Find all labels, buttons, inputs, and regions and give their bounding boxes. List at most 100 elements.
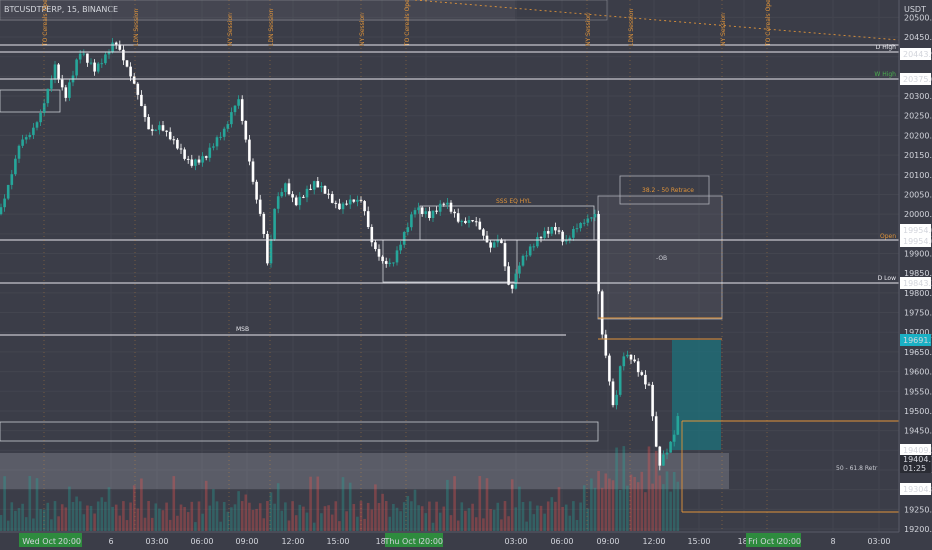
candle-body: [507, 266, 510, 285]
range-box: [382, 239, 518, 283]
candle-body: [348, 199, 352, 205]
volume-bar: [579, 502, 582, 531]
d-high-label: D High: [876, 44, 897, 51]
candle-body: [629, 354, 633, 360]
volume-bar: [460, 502, 464, 531]
candle-body: [546, 231, 550, 234]
volume-bar: [240, 501, 244, 531]
candle-body: [287, 183, 291, 195]
volume-bar: [327, 505, 330, 531]
candle-body: [276, 196, 280, 209]
candle-body: [327, 193, 330, 195]
volume-bar: [291, 501, 294, 531]
candle-body: [554, 227, 557, 231]
volume-bar: [183, 507, 186, 531]
volume-bar: [341, 477, 345, 531]
volume-bar: [392, 503, 395, 531]
price-tick-label: 19550.0: [904, 387, 932, 396]
volume-bar: [50, 519, 53, 531]
candle-body: [0, 207, 3, 215]
volume-bar: [406, 496, 410, 531]
session-label: LDN Session: [268, 9, 275, 46]
volume-bar: [305, 512, 309, 531]
candle-body: [453, 211, 456, 214]
session-label: TO Cereals Open: [42, 0, 49, 47]
volume-bar: [550, 497, 554, 531]
volume-bar: [302, 506, 305, 531]
candle-body: [568, 237, 572, 240]
volume-bar: [536, 505, 539, 531]
session-label: NY Session: [359, 13, 366, 46]
candle-body: [460, 220, 464, 222]
volume-bar: [413, 489, 417, 531]
price-tick-label: 19750.0: [904, 309, 932, 318]
candle-body: [294, 197, 298, 206]
volume-bar: [402, 502, 406, 531]
volume-bar: [640, 471, 644, 531]
price-tick-label: 19700.0: [904, 328, 932, 337]
candle-body: [428, 211, 431, 218]
volume-bar: [554, 501, 557, 531]
session-label: TO Cereals Open: [765, 0, 772, 47]
time-tick-label: 06:00: [550, 537, 573, 546]
candle-body: [485, 235, 489, 243]
volume-bar: [399, 511, 402, 531]
volume-bar: [334, 501, 338, 531]
volume-bar: [644, 492, 647, 531]
time-axis[interactable]: [0, 532, 932, 550]
volume-bar: [57, 516, 60, 531]
trend-line: [414, 0, 900, 41]
volume-bar: [338, 521, 341, 531]
retrace-label: 38.2 - 50 Retrace: [642, 187, 694, 194]
price-tag-open-a-label: 19954.0: [903, 226, 932, 235]
volume-bar: [518, 486, 521, 531]
candle-body: [489, 242, 492, 248]
volume-bar: [521, 501, 525, 531]
volume-bar: [140, 478, 143, 531]
volume-bar: [219, 521, 222, 531]
volume-bar: [636, 482, 640, 531]
volume-bar: [489, 508, 492, 531]
volume-bar: [96, 501, 100, 531]
candle-body: [338, 203, 341, 210]
candle-body: [496, 239, 500, 243]
candle-body: [194, 159, 197, 166]
candle-body: [165, 130, 168, 132]
volume-bar: [586, 508, 590, 531]
candle-body: [381, 256, 384, 262]
volume-bar: [172, 476, 176, 531]
candle-body: [240, 99, 244, 121]
candle-body: [158, 125, 161, 130]
top-band: [0, 0, 515, 21]
candle-body: [395, 250, 399, 263]
candle-body: [492, 242, 496, 248]
price-tag-3-label: 19304.8: [903, 485, 932, 494]
volume-bar: [453, 476, 456, 531]
candle-body: [291, 194, 294, 198]
volume-bar: [237, 491, 240, 531]
volume-bar: [39, 509, 42, 531]
price-axis[interactable]: [899, 0, 932, 532]
volume-bar: [471, 503, 474, 531]
candle-body: [316, 181, 320, 188]
volume-bar: [647, 446, 651, 531]
candle-body: [150, 129, 154, 131]
candle-body: [482, 229, 485, 236]
volume-bar: [21, 503, 24, 531]
candle-body: [10, 174, 14, 185]
volume-bar: [507, 516, 510, 531]
candle-body: [226, 124, 230, 129]
volume-bar: [258, 503, 262, 531]
candle-body: [28, 134, 32, 138]
date-tag-label: Thu Oct 06: [383, 537, 428, 546]
time-tick-label: 18:: [376, 537, 389, 546]
candle-body: [132, 76, 136, 84]
candle-body: [244, 120, 248, 140]
candle-body: [32, 127, 35, 135]
candle-body: [64, 87, 68, 98]
candle-body: [118, 44, 122, 50]
candle-body: [334, 202, 338, 204]
candle-body: [676, 416, 680, 435]
